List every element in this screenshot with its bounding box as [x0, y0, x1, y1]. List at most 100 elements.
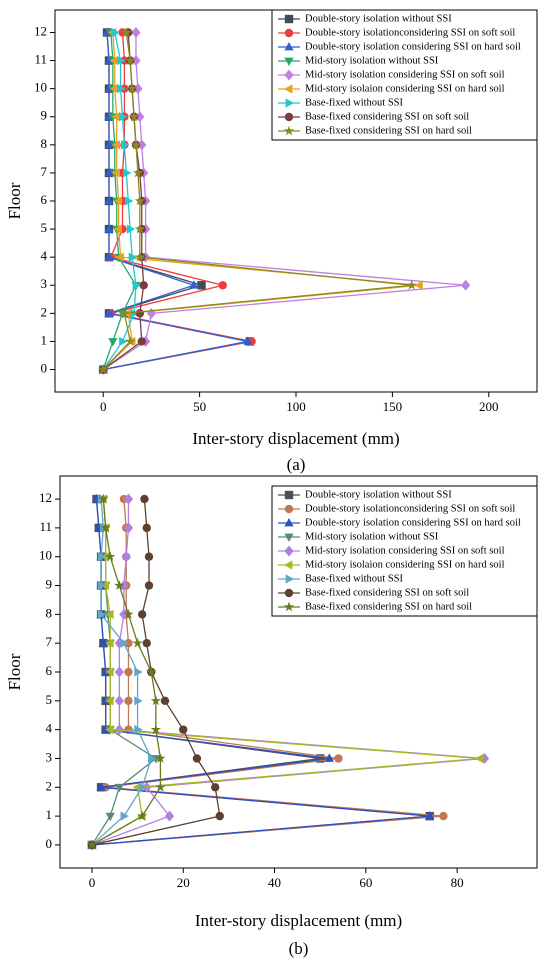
data-point — [134, 725, 143, 735]
data-point — [132, 280, 142, 290]
data-point — [136, 810, 148, 821]
data-point — [117, 55, 126, 66]
y-tick-label: 9 — [46, 577, 53, 592]
data-point — [126, 83, 138, 94]
y-tick-label: 8 — [46, 605, 53, 620]
legend-label: Base-fixed without SSI — [305, 573, 403, 584]
data-point — [134, 667, 143, 677]
data-point — [132, 637, 143, 648]
data-point — [155, 753, 166, 763]
x-tick-label: 150 — [383, 399, 403, 414]
y-tick-label: 10 — [39, 548, 52, 563]
legend-marker — [284, 57, 294, 67]
data-point — [130, 308, 140, 318]
x-tick-label: 20 — [177, 875, 190, 890]
data-point — [218, 281, 227, 290]
data-point — [108, 338, 118, 347]
data-point — [140, 494, 149, 504]
data-point — [144, 552, 154, 561]
legend-label: Double-story isolation without SSI — [305, 13, 452, 24]
legend-label: Base-fixed without SSI — [305, 97, 403, 108]
y-tick-label: 5 — [46, 692, 53, 707]
data-point — [146, 666, 157, 677]
data-point — [120, 638, 129, 648]
data-point — [155, 781, 166, 792]
legend-box — [271, 485, 538, 617]
data-point — [104, 139, 114, 149]
data-point — [97, 580, 107, 591]
data-point — [135, 309, 145, 318]
data-point — [114, 783, 124, 793]
data-point — [105, 609, 114, 619]
data-point — [130, 139, 142, 150]
y-tick-label: 7 — [46, 634, 53, 649]
data-point — [114, 724, 124, 736]
legend-label: Double-story isolation considering SSI o… — [305, 41, 521, 52]
data-point — [123, 493, 134, 505]
legend-marker — [283, 125, 295, 136]
legend-label: Mid-story isolation without SSI — [305, 55, 439, 66]
data-point — [189, 280, 199, 289]
data-point — [113, 196, 122, 206]
data-point — [142, 638, 151, 648]
legend-marker — [284, 545, 294, 557]
legend-marker — [283, 601, 295, 612]
legend-marker — [285, 98, 295, 108]
data-point — [109, 55, 119, 66]
data-point — [139, 281, 148, 290]
data-point — [97, 609, 107, 619]
legend-label: Double-story isolationconsidering SSI on… — [305, 503, 515, 514]
y-tick-label: 4 — [41, 248, 48, 263]
data-point — [104, 252, 114, 261]
data-point — [461, 279, 471, 291]
data-point — [98, 638, 108, 647]
legend-label: Base-fixed considering SSI on soft soil — [305, 587, 469, 598]
legend-marker — [284, 69, 294, 81]
legend-label: Mid-story isolaion considering SSI on ha… — [305, 559, 505, 570]
data-point — [144, 581, 154, 590]
data-point — [123, 608, 134, 619]
legend-label: Base-fixed considering SSI on hard soil — [305, 125, 472, 136]
legend-box — [271, 9, 538, 141]
legend-marker — [284, 588, 294, 598]
data-point — [406, 279, 417, 290]
data-point — [132, 167, 144, 178]
y-tick-label: 2 — [41, 304, 48, 319]
y-tick-label: 5 — [41, 220, 48, 235]
x-axis-label: Inter-story displacement (mm) — [192, 429, 399, 448]
data-point — [133, 83, 143, 95]
data-point — [111, 27, 120, 38]
data-point — [111, 140, 121, 150]
data-point — [120, 811, 129, 821]
data-point — [197, 281, 206, 290]
data-point — [147, 753, 157, 764]
legend-marker — [284, 533, 294, 543]
data-point — [97, 552, 107, 562]
data-point — [334, 754, 343, 763]
data-point — [124, 696, 133, 706]
y-tick-label: 12 — [39, 490, 52, 505]
data-point — [243, 336, 253, 345]
data-point — [124, 335, 136, 346]
data-point — [115, 252, 124, 262]
y-tick-label: 3 — [41, 276, 48, 291]
data-point — [128, 252, 138, 262]
data-point — [134, 195, 146, 206]
data-point — [122, 168, 132, 178]
data-point — [142, 523, 151, 533]
legend-marker — [284, 504, 294, 514]
data-point — [137, 139, 147, 151]
legend-marker — [284, 28, 294, 38]
data-point — [98, 364, 109, 374]
data-point — [324, 753, 334, 762]
y-tick-label: 8 — [41, 136, 48, 151]
data-point — [98, 493, 109, 504]
data-point — [105, 696, 114, 706]
legend-marker — [284, 490, 294, 500]
data-point — [105, 667, 114, 677]
data-point — [150, 724, 162, 735]
legend-marker — [284, 517, 294, 527]
data-point — [123, 522, 134, 534]
y-tick-label: 0 — [46, 836, 53, 851]
data-point — [146, 307, 157, 319]
